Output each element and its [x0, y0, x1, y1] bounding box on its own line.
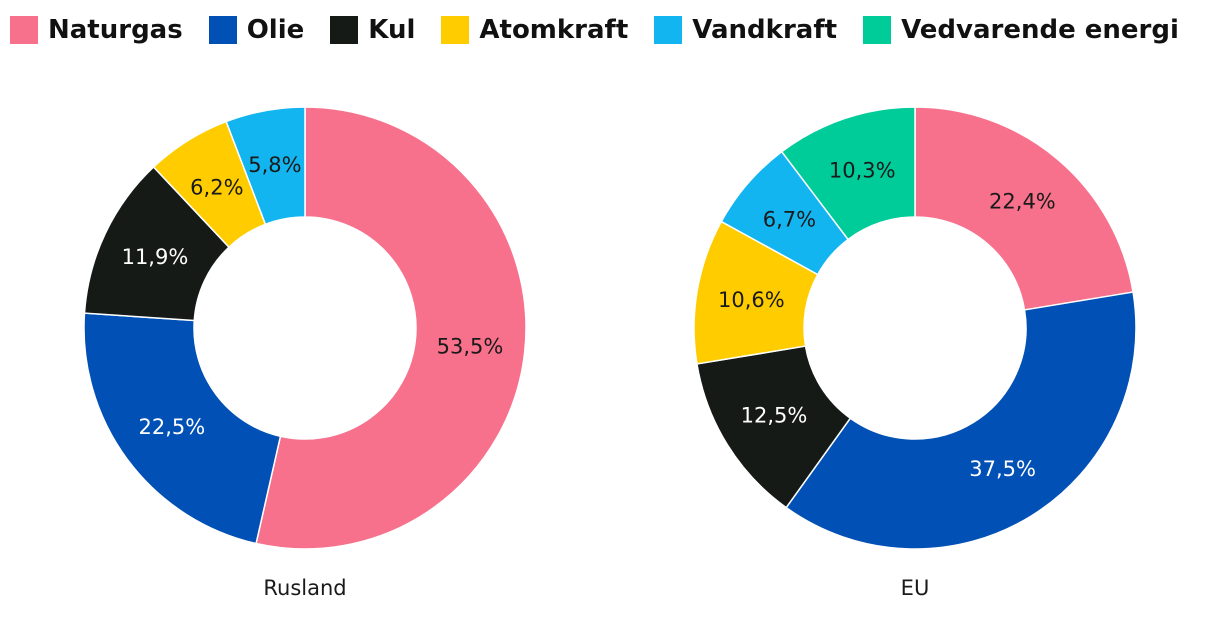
data-label-eu-atomkraft: 10,6%: [718, 288, 785, 312]
legend-label-vedvarende-energi: Vedvarende energi: [901, 15, 1179, 45]
legend-label-atomkraft: Atomkraft: [479, 15, 629, 45]
chart-title-eu: EU: [901, 576, 930, 600]
data-label-rusland-naturgas: 53,5%: [437, 334, 504, 358]
legend-swatch-olie: [208, 16, 237, 44]
slice-eu-naturgas: [914, 106, 1134, 311]
data-label-rusland-olie: 22,5%: [138, 415, 205, 439]
slice-eu-olie: [785, 291, 1137, 550]
legend-label-naturgas: Naturgas: [48, 15, 183, 45]
slice-rusland-naturgas: [255, 106, 527, 550]
legend-item-vandkraft: Vandkraft: [654, 15, 837, 45]
data-label-eu-vedvarende-energi: 10,3%: [829, 159, 896, 183]
legend-label-vandkraft: Vandkraft: [692, 15, 838, 45]
data-label-eu-olie: 37,5%: [969, 457, 1036, 481]
legend-swatch-kul: [330, 16, 359, 44]
data-label-eu-naturgas: 22,4%: [989, 189, 1056, 213]
legend-item-atomkraft: Atomkraft: [441, 15, 628, 45]
legend-swatch-naturgas: [10, 16, 38, 44]
legend: Naturgas Olie Kul Atomkraft Vandkraft Ve…: [10, 10, 1205, 50]
legend-swatch-atomkraft: [441, 16, 470, 44]
legend-item-naturgas: Naturgas: [10, 15, 183, 45]
donut-chart-eu: 22,4% 37,5% 12,5% 10,6% 6,7% 10,3% EU: [693, 106, 1137, 600]
legend-item-olie: Olie: [208, 15, 305, 45]
slice-rusland-olie: [83, 312, 282, 545]
legend-label-kul: Kul: [368, 15, 416, 45]
legend-label-olie: Olie: [246, 15, 305, 45]
data-label-eu-vandkraft: 6,7%: [763, 207, 816, 231]
legend-item-kul: Kul: [330, 15, 415, 45]
slice-eu-vedvarende-energi: [780, 106, 916, 241]
chart-title-rusland: Rusland: [263, 576, 346, 600]
data-label-rusland-vandkraft: 5,8%: [248, 153, 301, 177]
data-label-rusland-atomkraft: 6,2%: [190, 175, 243, 199]
data-label-rusland-kul: 11,9%: [122, 245, 189, 269]
donut-chart-rusland: 53,5% 22,5% 11,9% 6,2%5,8% Rusland: [83, 106, 527, 600]
slice-rusland-vandkraft: [225, 106, 306, 226]
legend-swatch-vedvarende-energi: [863, 16, 892, 44]
slice-eu-kul: [696, 345, 852, 509]
legend-item-vedvarende-energi: Vedvarende energi: [863, 15, 1179, 45]
legend-swatch-vandkraft: [654, 16, 683, 44]
data-label-eu-kul: 12,5%: [741, 404, 808, 428]
